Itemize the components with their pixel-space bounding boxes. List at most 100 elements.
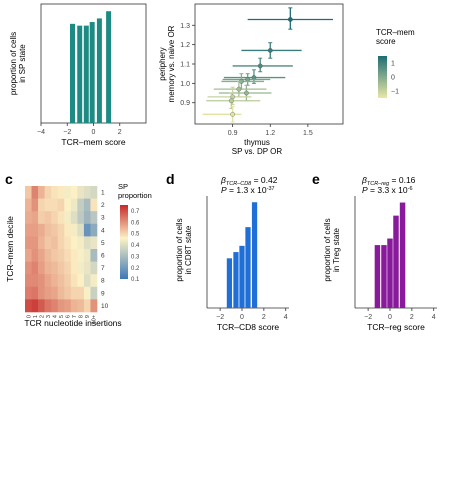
heatmap-cell xyxy=(83,186,91,199)
heatmap-cell xyxy=(38,261,45,275)
beta-annotation: βTCR–CD8 = 0.42 xyxy=(220,175,278,187)
bar xyxy=(374,245,381,308)
heatmap-cell xyxy=(70,274,78,288)
y-axis-title: TCR–mem decile xyxy=(5,216,15,282)
heatmap-cell xyxy=(44,261,52,275)
heatmap-cell xyxy=(31,249,39,262)
row-label: 7 xyxy=(101,265,105,272)
col-label: 2 xyxy=(39,315,45,318)
heatmap-cell xyxy=(44,286,52,300)
heatmap-cell xyxy=(31,299,39,313)
x-tick-label: −2 xyxy=(364,314,372,321)
col-label: 7 xyxy=(72,315,78,318)
heatmap-cell xyxy=(38,274,45,288)
heatmap-cell xyxy=(51,249,59,262)
heatmap-cell xyxy=(77,236,85,250)
x-tick-label: 0.9 xyxy=(228,130,238,137)
legend-tick-label: 0.5 xyxy=(131,232,140,238)
heatmap-cell xyxy=(57,198,65,212)
x-axis-title: TCR–mem score xyxy=(61,137,126,147)
heatmap-cell xyxy=(57,223,65,237)
legend-colorbar xyxy=(120,205,128,279)
heatmap-cell xyxy=(25,286,32,300)
legend-tick-label: 1 xyxy=(391,61,395,68)
heatmap-cell xyxy=(70,236,78,250)
heatmap-cell xyxy=(38,286,45,300)
heatmap-cell xyxy=(25,198,32,212)
heatmap-cell xyxy=(44,223,52,237)
panel-letter-c: c xyxy=(5,171,13,187)
p-value-annotation: P = 3.3 x 10-6 xyxy=(362,185,413,195)
bar xyxy=(106,11,112,124)
heatmap-cell xyxy=(83,223,91,237)
row-label: 8 xyxy=(101,278,105,285)
heatmap-cell xyxy=(77,211,85,225)
heatmap-cell xyxy=(44,198,52,212)
heatmap-cell xyxy=(70,223,78,237)
y-axis-title-line: memory vs. naive OR xyxy=(167,25,176,102)
heatmap-cell xyxy=(83,274,91,288)
heatmap-cell xyxy=(70,211,78,225)
col-label: 3 xyxy=(46,315,52,318)
heatmap-cell xyxy=(83,299,91,313)
y-axis-title-line: periphery xyxy=(158,47,167,80)
x-tick-label: −2 xyxy=(216,314,224,321)
legend-title-line: TCR–mem xyxy=(376,28,415,37)
heatmap-cell xyxy=(31,274,39,288)
heatmap-cell xyxy=(38,249,45,262)
x-tick-label: 0 xyxy=(388,314,392,321)
bar xyxy=(233,252,239,308)
heatmap-cell xyxy=(38,211,45,225)
heatmap-cell xyxy=(83,261,91,275)
heatmap-cell xyxy=(51,261,59,275)
y-tick-label: 1.2 xyxy=(180,42,190,49)
heatmap-cell xyxy=(83,211,91,225)
bar xyxy=(83,25,89,123)
row-label: 4 xyxy=(101,227,105,234)
heatmap-cell xyxy=(90,286,98,300)
col-label: 8 xyxy=(79,315,85,318)
heatmap-cell xyxy=(38,223,45,237)
x-tick-label: 2 xyxy=(118,129,122,136)
heatmap-cell xyxy=(70,186,78,199)
y-tick-label: 1.1 xyxy=(180,62,190,69)
scatter-point xyxy=(229,98,234,104)
row-label: 9 xyxy=(101,290,105,297)
legend-tick-label: 0.4 xyxy=(131,243,140,249)
heatmap-cell xyxy=(44,299,52,313)
x-axis-title: TCR–CD8 score xyxy=(217,322,280,332)
bar xyxy=(393,215,399,308)
y-axis-title-line: in CD8T state xyxy=(184,225,193,274)
heatmap-cell xyxy=(70,198,78,212)
legend-title-line: SP xyxy=(118,182,128,191)
heatmap-cell xyxy=(31,211,39,225)
heatmap-cell xyxy=(57,299,65,313)
heatmap-cell xyxy=(51,198,59,212)
heatmap-cell xyxy=(25,261,32,275)
heatmap-cell xyxy=(57,236,65,250)
heatmap-cell xyxy=(83,236,91,250)
x-tick-label: 4 xyxy=(284,314,288,321)
heatmap-cell xyxy=(64,249,72,262)
heatmap-cell xyxy=(31,223,39,237)
heatmap-cell xyxy=(25,223,32,237)
scatter-point xyxy=(257,63,263,69)
heatmap-cell xyxy=(77,249,85,262)
x-tick-label: 2 xyxy=(410,314,414,321)
bar xyxy=(251,202,258,308)
panel-letter-e: e xyxy=(312,171,320,187)
bar xyxy=(381,245,387,308)
x-tick-label: −4 xyxy=(37,129,45,136)
heatmap-cell xyxy=(64,223,72,237)
heatmap-cell xyxy=(70,299,78,313)
heatmap-cell xyxy=(77,299,85,313)
heatmap-cell xyxy=(77,274,85,288)
bar xyxy=(89,22,95,123)
heatmap-cell xyxy=(90,261,98,275)
bar xyxy=(399,202,406,308)
row-label: 5 xyxy=(101,240,105,247)
heatmap-cell xyxy=(38,236,45,250)
